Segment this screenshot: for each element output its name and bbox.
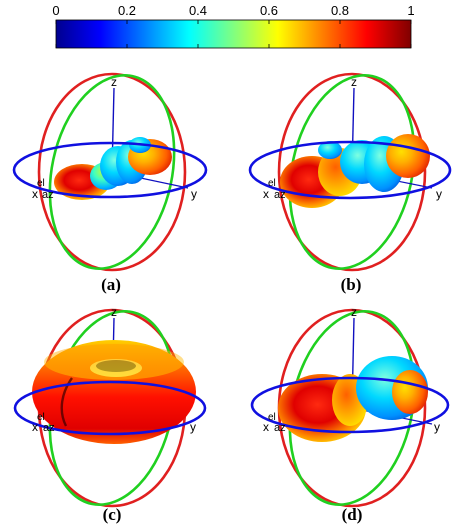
panel-b-x-label: x bbox=[263, 187, 269, 201]
panel-c-xy-circle bbox=[13, 380, 207, 436]
panel-d-caption: (d) bbox=[342, 505, 363, 524]
colorbar-tick-label: 0.8 bbox=[331, 3, 349, 18]
panel-a-y-label: y bbox=[191, 187, 197, 201]
panel-a-caption: (a) bbox=[101, 275, 121, 294]
panel-c-y-label: y bbox=[190, 420, 196, 434]
panel-b-az-label: az bbox=[274, 189, 286, 201]
panel-c-caption: (c) bbox=[103, 505, 122, 524]
panel-a-z-label: z bbox=[111, 75, 117, 89]
panel-b-caption: (b) bbox=[341, 275, 362, 294]
panel-b-xy-circle bbox=[248, 140, 452, 200]
panel-d-x-label: x bbox=[263, 420, 269, 434]
panel-c: z y x el az (c) bbox=[13, 305, 207, 524]
colorbar-tick-label: 0.2 bbox=[118, 3, 136, 18]
panel-a-xy-circle bbox=[12, 141, 208, 199]
panel-d-z-label: z bbox=[351, 305, 357, 319]
panel-b-z-label: z bbox=[351, 75, 357, 89]
panel-d-axis-labels: z y x el az bbox=[263, 305, 440, 434]
panel-b-el-label: el bbox=[268, 178, 276, 189]
panel-a-az-label: az bbox=[42, 189, 54, 201]
panel-d-y-label: y bbox=[434, 420, 440, 434]
panel-b-pattern bbox=[280, 134, 430, 208]
panel-a-x-label: x bbox=[32, 187, 38, 201]
colorbar-tick-label: 0.4 bbox=[189, 3, 207, 18]
panel-c-pattern bbox=[32, 340, 196, 444]
colorbar-tick-label: 0 bbox=[52, 3, 59, 18]
panel-b-axis-labels: z y x el az bbox=[263, 75, 442, 201]
panel-a-pattern bbox=[54, 137, 172, 200]
colorbar: 0 0.2 0.4 0.6 0.8 1 bbox=[52, 3, 415, 49]
colorbar-tick-label: 0.6 bbox=[260, 3, 278, 18]
panel-c-x-label: x bbox=[32, 420, 38, 434]
colorbar-ticks: 0 0.2 0.4 0.6 0.8 1 bbox=[52, 3, 415, 48]
panel-a-axis-labels: z y x el az bbox=[32, 75, 197, 201]
panel-b-y-label: y bbox=[436, 187, 442, 201]
panel-c-z-label: z bbox=[111, 305, 117, 319]
colorbar-tick-label: 1 bbox=[407, 3, 414, 18]
panel-d-el-label: el bbox=[268, 412, 276, 423]
panel-b: z y x el az (b) bbox=[248, 72, 452, 294]
panel-d-xy-circle bbox=[250, 376, 450, 434]
panel-a-el-label: el bbox=[37, 178, 45, 189]
panel-d: z y x el az (d) bbox=[250, 305, 450, 524]
panel-c-el-label: el bbox=[37, 412, 45, 423]
panel-a: z y x el az (a) bbox=[12, 72, 208, 294]
panel-d-az-label: az bbox=[274, 422, 286, 434]
colorbar-gradient bbox=[55, 19, 412, 49]
panel-c-az-label: az bbox=[43, 422, 55, 434]
panel-c-axis-labels: z y x el az bbox=[32, 305, 196, 434]
